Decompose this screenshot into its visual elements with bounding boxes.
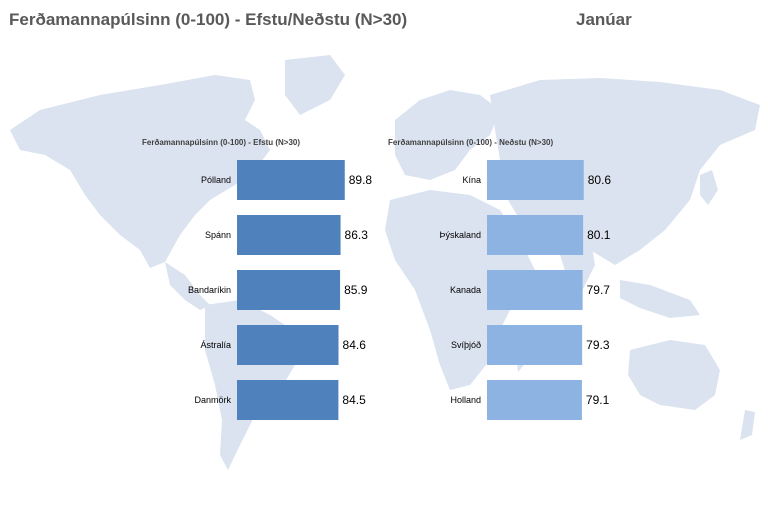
top-category-label: Bandaríkin xyxy=(188,285,231,295)
bottom-bar xyxy=(487,380,582,420)
bottom-category-label: Svíþjóð xyxy=(451,340,481,350)
bottom-value-label: 79.3 xyxy=(586,338,610,352)
bottom-value-label: 80.1 xyxy=(587,228,611,242)
bottom-bar xyxy=(487,325,583,365)
page-title: Ferðamannapúlsinn (0-100) - Efstu/Neðstu… xyxy=(9,10,408,29)
bottom-category-label: Kanada xyxy=(450,285,481,295)
bottom-bar xyxy=(487,270,583,310)
map-north-america xyxy=(10,75,270,268)
map-europe xyxy=(395,90,500,180)
bottom-value-label: 79.7 xyxy=(587,283,611,297)
top-value-label: 89.8 xyxy=(349,173,373,187)
bottom-category-label: Holland xyxy=(450,395,481,405)
top-category-label: Danmörk xyxy=(194,395,231,405)
top-category-label: Pólland xyxy=(201,175,231,185)
map-japan xyxy=(700,170,718,205)
top-category-label: Spánn xyxy=(205,230,231,240)
top-category-label: Ástralía xyxy=(200,340,231,350)
map-australia xyxy=(628,340,720,410)
top-bar xyxy=(237,325,339,365)
map-central-america xyxy=(165,262,210,310)
top-bar xyxy=(237,380,339,420)
bottom-value-label: 79.1 xyxy=(586,393,610,407)
bottom-bar xyxy=(487,215,584,255)
map-greenland xyxy=(285,55,345,115)
top-bar xyxy=(237,160,345,200)
map-new-zealand xyxy=(740,410,755,440)
top-bar xyxy=(237,215,341,255)
month-label: Janúar xyxy=(576,10,632,29)
top-value-label: 84.5 xyxy=(342,393,366,407)
bottom-category-label: Kína xyxy=(462,175,481,185)
bottom-value-label: 80.6 xyxy=(588,173,612,187)
top-value-label: 85.9 xyxy=(344,283,368,297)
top-bar xyxy=(237,270,341,310)
bottom-chart-title: Ferðamannapúlsinn (0-100) - Neðstu (N>30… xyxy=(388,138,554,147)
map-se-asia xyxy=(620,280,700,318)
bottom-category-label: Þýskaland xyxy=(439,230,481,240)
top-value-label: 86.3 xyxy=(345,228,369,242)
top-value-label: 84.6 xyxy=(343,338,367,352)
bottom-bar xyxy=(487,160,584,200)
top-chart-title: Ferðamannapúlsinn (0-100) - Efstu (N>30) xyxy=(142,138,301,147)
